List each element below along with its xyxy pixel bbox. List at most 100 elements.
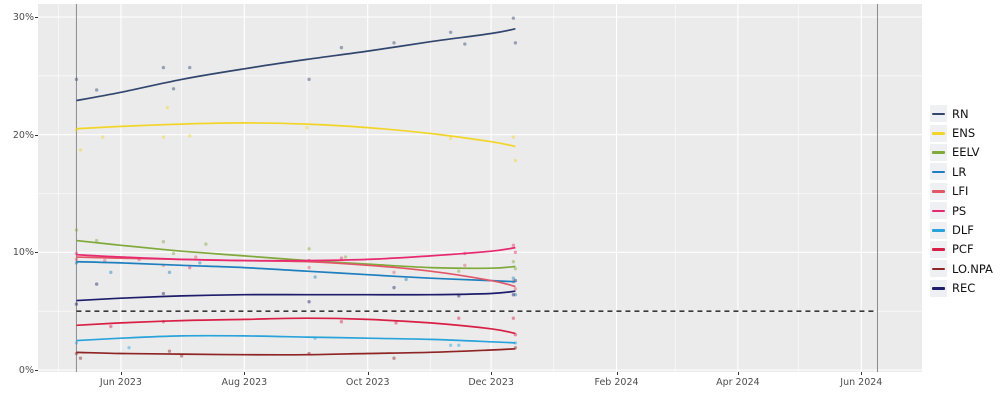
legend-key-swatch — [930, 163, 947, 181]
poll-point — [194, 255, 198, 259]
y-tick-label: 10% — [12, 247, 34, 259]
poll-point — [343, 255, 348, 259]
trend-line-DLF — [76, 334, 516, 344]
scatter-points-REC — [74, 278, 518, 306]
poll-point — [204, 242, 208, 246]
poll-point — [463, 42, 467, 46]
legend-item-REC: REC — [930, 279, 993, 298]
poll-point — [511, 316, 516, 320]
poll-point — [94, 88, 99, 92]
legend-line-icon — [932, 132, 945, 135]
poll-point — [307, 247, 311, 251]
legend-item-LFI: LFI — [930, 182, 993, 201]
poll-point — [511, 292, 516, 297]
legend-label: DLF — [952, 223, 974, 238]
poll-point — [339, 320, 344, 324]
poll-point — [511, 276, 516, 280]
legend-line-icon — [932, 190, 945, 193]
poll-point — [167, 349, 172, 353]
poll-point — [463, 263, 467, 267]
poll-point — [394, 321, 398, 325]
poll-point — [392, 285, 396, 290]
legend-line-icon — [932, 248, 945, 252]
poll-point — [161, 240, 166, 244]
legend-line-icon — [932, 229, 945, 232]
y-tick-label: 30% — [12, 11, 34, 23]
poll-point — [457, 269, 461, 273]
poll-point — [188, 65, 192, 70]
x-tick-label: Feb 2024 — [594, 377, 639, 388]
legend-label: LO.NPA — [952, 261, 993, 276]
x-tick-label: Aug 2023 — [221, 377, 268, 388]
x-tick-label: Dec 2023 — [468, 377, 514, 388]
plot-canvas — [38, 4, 922, 372]
x-tick-mark — [861, 372, 863, 375]
poll-point — [161, 135, 166, 139]
x-tick-label: Apr 2024 — [716, 377, 760, 388]
legend-key-swatch — [930, 221, 947, 239]
legend-line-icon — [932, 267, 945, 271]
scatter-points-ENS — [74, 105, 518, 163]
trend-line-PCF — [76, 317, 516, 335]
legend-label: EELV — [952, 145, 980, 160]
legend-line-icon — [932, 209, 945, 213]
x-tick-label: Jun 2024 — [840, 377, 883, 388]
legend-key-swatch — [930, 240, 947, 258]
poll-point — [404, 277, 408, 282]
poll-point — [448, 343, 453, 347]
poll-point — [94, 238, 99, 243]
poll-point — [165, 105, 170, 110]
poll-point — [74, 77, 79, 82]
y-tick-mark — [35, 134, 38, 136]
poll-point — [127, 345, 131, 350]
x-tick-mark — [737, 372, 739, 375]
poll-point — [74, 257, 79, 262]
y-tick-mark — [35, 370, 38, 371]
x-tick-mark — [244, 372, 246, 375]
poll-point — [188, 265, 192, 270]
legend-line-icon — [932, 287, 945, 290]
poll-point — [103, 258, 107, 263]
poll-point — [179, 354, 184, 358]
legend-label: RN — [952, 106, 969, 121]
poll-point — [74, 341, 79, 345]
x-tick-mark — [367, 372, 369, 375]
poll-point — [74, 228, 79, 232]
legend-key-swatch — [930, 260, 947, 278]
scatter-points-EELV — [74, 228, 518, 273]
poll-point — [511, 135, 516, 139]
legend-item-RN: RN — [930, 104, 993, 123]
poll-point — [392, 41, 396, 45]
trend-line-PS — [76, 246, 516, 262]
x-tick-mark — [491, 372, 493, 375]
poll-point — [313, 275, 317, 279]
scatter-points-DLF — [74, 336, 518, 350]
legend-label: LR — [952, 164, 967, 179]
legend: RN ENS EELV LR LFI PS DLF PCF LO.NPA REC — [930, 104, 993, 298]
x-tick-label: Jun 2023 — [99, 377, 142, 388]
poll-point — [188, 134, 192, 138]
scatter-points-LR — [74, 261, 518, 297]
scatter-points-PCF — [109, 316, 518, 337]
y-tick-label: 20% — [12, 129, 34, 141]
legend-label: PS — [952, 203, 967, 218]
trend-line-REC — [76, 290, 516, 302]
scatter-points-RN — [74, 16, 518, 92]
poll-point — [457, 316, 461, 320]
legend-line-icon — [932, 112, 945, 116]
legend-item-DLF: DLF — [930, 220, 993, 239]
trend-line-RN — [76, 27, 516, 102]
poll-point — [513, 41, 518, 45]
legend-item-PS: PS — [930, 201, 993, 220]
poll-point — [339, 45, 344, 50]
legend-key-swatch — [930, 202, 947, 220]
poll-point — [392, 356, 396, 360]
legend-key-swatch — [930, 143, 947, 161]
legend-key-swatch — [930, 105, 947, 123]
trend-line-LR — [76, 260, 516, 283]
poll-point — [513, 158, 518, 163]
trend-line-LO.NPA — [76, 347, 516, 356]
legend-key-swatch — [930, 124, 947, 142]
poll-point — [171, 87, 176, 91]
